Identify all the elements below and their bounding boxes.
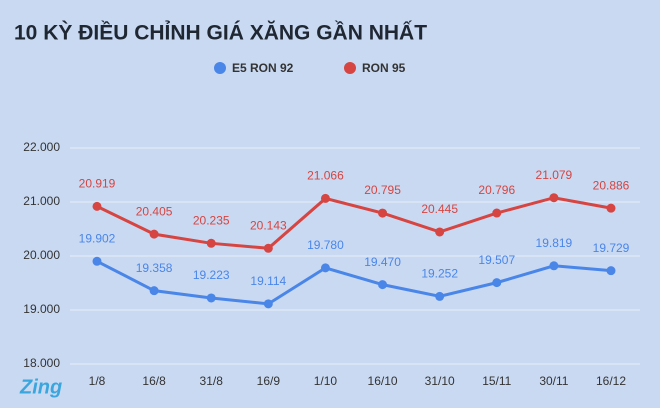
value-label: 20.795 bbox=[364, 183, 401, 197]
value-label: 19.507 bbox=[478, 253, 515, 267]
value-label: 20.445 bbox=[421, 202, 458, 216]
value-label: 19.470 bbox=[364, 255, 401, 269]
value-label: 20.143 bbox=[250, 218, 287, 232]
value-label: 19.902 bbox=[79, 231, 116, 245]
point bbox=[378, 280, 388, 290]
value-label: 19.729 bbox=[593, 241, 630, 255]
point bbox=[606, 266, 616, 276]
point bbox=[492, 278, 502, 288]
y-tick-label: 19.000 bbox=[23, 302, 60, 316]
point bbox=[549, 261, 559, 271]
point bbox=[149, 229, 159, 239]
point bbox=[263, 299, 273, 309]
point bbox=[549, 193, 559, 203]
x-tick-label: 30/11 bbox=[539, 374, 568, 388]
x-tick-label: 15/11 bbox=[482, 374, 511, 388]
value-label: 20.405 bbox=[136, 204, 173, 218]
y-tick-label: 21.000 bbox=[23, 194, 60, 208]
y-tick-label: 18.000 bbox=[23, 356, 60, 370]
point bbox=[378, 208, 388, 218]
legend-label: RON 95 bbox=[362, 61, 406, 75]
value-label: 20.919 bbox=[79, 177, 116, 191]
x-tick-label: 16/12 bbox=[596, 374, 626, 388]
x-tick-label: 1/8 bbox=[89, 374, 106, 388]
value-label: 21.066 bbox=[307, 169, 344, 183]
watermark: Zing bbox=[19, 376, 62, 398]
legend-marker bbox=[214, 62, 226, 74]
point bbox=[206, 238, 216, 248]
value-label: 19.114 bbox=[250, 274, 286, 288]
legend-label: E5 RON 92 bbox=[232, 61, 294, 75]
value-label: 21.079 bbox=[536, 168, 573, 182]
x-tick-label: 31/8 bbox=[200, 374, 224, 388]
point bbox=[92, 201, 102, 211]
x-tick-label: 1/10 bbox=[314, 374, 338, 388]
value-label: 20.235 bbox=[193, 213, 230, 227]
x-tick-label: 16/9 bbox=[257, 374, 281, 388]
y-tick-label: 20.000 bbox=[23, 248, 60, 262]
point bbox=[435, 291, 445, 301]
point bbox=[92, 256, 102, 266]
chart-title: 10 KỲ ĐIỀU CHỈNH GIÁ XĂNG GẦN NHẤT bbox=[14, 21, 427, 45]
point bbox=[320, 193, 330, 203]
value-label: 19.819 bbox=[536, 236, 573, 250]
point bbox=[492, 208, 502, 218]
value-label: 20.886 bbox=[593, 178, 630, 192]
x-tick-label: 16/10 bbox=[368, 374, 398, 388]
series-line bbox=[96, 259, 612, 306]
y-tick-label: 22.000 bbox=[23, 140, 60, 154]
value-label: 19.358 bbox=[136, 261, 173, 275]
series-line bbox=[96, 196, 612, 250]
value-label: 19.252 bbox=[421, 267, 458, 281]
legend-marker bbox=[344, 62, 356, 74]
x-tick-label: 16/8 bbox=[142, 374, 166, 388]
point bbox=[320, 263, 330, 273]
value-label: 19.780 bbox=[307, 238, 344, 252]
x-tick-label: 31/10 bbox=[425, 374, 455, 388]
point bbox=[263, 243, 273, 253]
point bbox=[206, 293, 216, 303]
point bbox=[435, 227, 445, 237]
value-label: 20.796 bbox=[478, 183, 515, 197]
point bbox=[149, 286, 159, 296]
point bbox=[606, 203, 616, 213]
value-label: 19.223 bbox=[193, 268, 230, 282]
